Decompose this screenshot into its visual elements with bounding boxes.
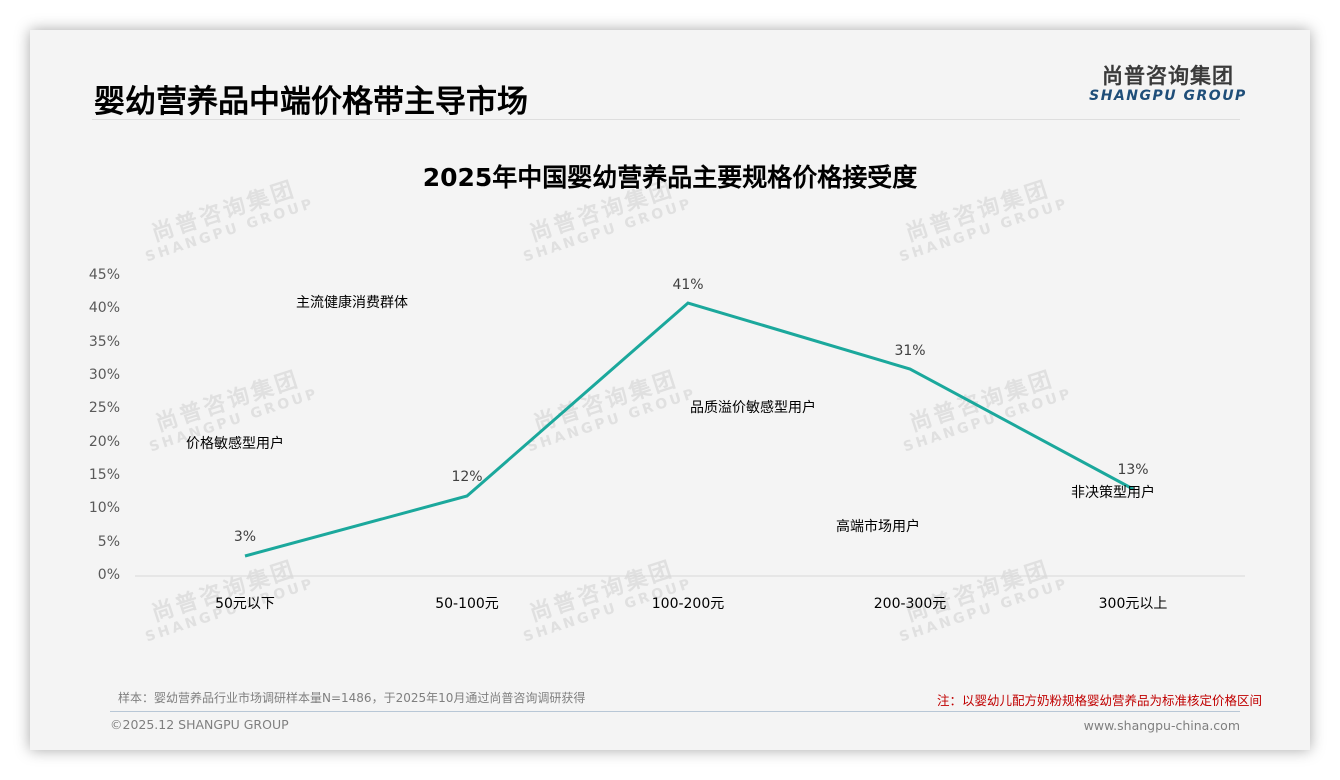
- data-label: 12%: [451, 469, 483, 485]
- annotation-high-end: 高端市场用户: [836, 519, 920, 535]
- y-tick: 10%: [88, 500, 120, 516]
- y-tick: 5%: [97, 534, 120, 550]
- website-link[interactable]: www.shangpu-china.com: [1083, 718, 1240, 733]
- y-tick: 35%: [88, 334, 120, 350]
- data-label: 31%: [894, 343, 926, 359]
- annotation-non-decision: 非决策型用户: [1071, 485, 1155, 501]
- x-tick: 100-200元: [651, 596, 725, 612]
- data-label: 3%: [233, 529, 257, 545]
- y-tick: 40%: [88, 300, 120, 316]
- y-tick: 15%: [88, 467, 120, 483]
- title-divider: [92, 119, 1240, 120]
- y-tick: 25%: [88, 400, 120, 416]
- y-tick: 20%: [88, 434, 120, 450]
- x-tick: 50元以下: [215, 596, 275, 612]
- series-line: [244, 301, 1134, 558]
- page-title: 婴幼营养品中端价格带主导市场: [94, 84, 528, 120]
- footer-divider: [110, 711, 1240, 712]
- data-label: 13%: [1117, 462, 1149, 478]
- logo-en-text: SHANGPU GROUP: [1089, 88, 1247, 104]
- annotation-quality-premium: 品质溢价敏感型用户: [690, 400, 816, 416]
- y-tick: 30%: [88, 367, 120, 383]
- x-tick: 200-300元: [873, 596, 947, 612]
- y-tick: 0%: [97, 567, 120, 583]
- chart-title: 2025年中国婴幼营养品主要规格价格接受度: [422, 163, 918, 192]
- y-tick: 45%: [88, 267, 120, 283]
- sample-note: 样本：婴幼营养品行业市场调研样本量N=1486，于2025年10月通过尚普咨询调…: [118, 691, 586, 705]
- company-logo: 尚普咨询集团 SHANGPU GROUP: [1088, 64, 1248, 104]
- x-tick: 300元以上: [1098, 596, 1168, 612]
- logo-cn-text: 尚普咨询集团: [1102, 64, 1234, 88]
- data-label: 41%: [672, 277, 704, 293]
- copyright: ©2025.12 SHANGPU GROUP: [110, 717, 289, 732]
- line-chart-plot: [135, 301, 1245, 577]
- x-tick: 50-100元: [435, 596, 499, 612]
- annotation-mainstream: 主流健康消费群体: [296, 295, 408, 311]
- slide: 尚普咨询集团 SHANGPU GROUP 尚普咨询集团 SHANGPU GROUP …: [30, 30, 1310, 750]
- annotation-price-sensitive: 价格敏感型用户: [186, 436, 284, 452]
- remark-note: 注：以婴幼儿配方奶粉规格婴幼营养品为标准核定价格区间: [936, 693, 1262, 708]
